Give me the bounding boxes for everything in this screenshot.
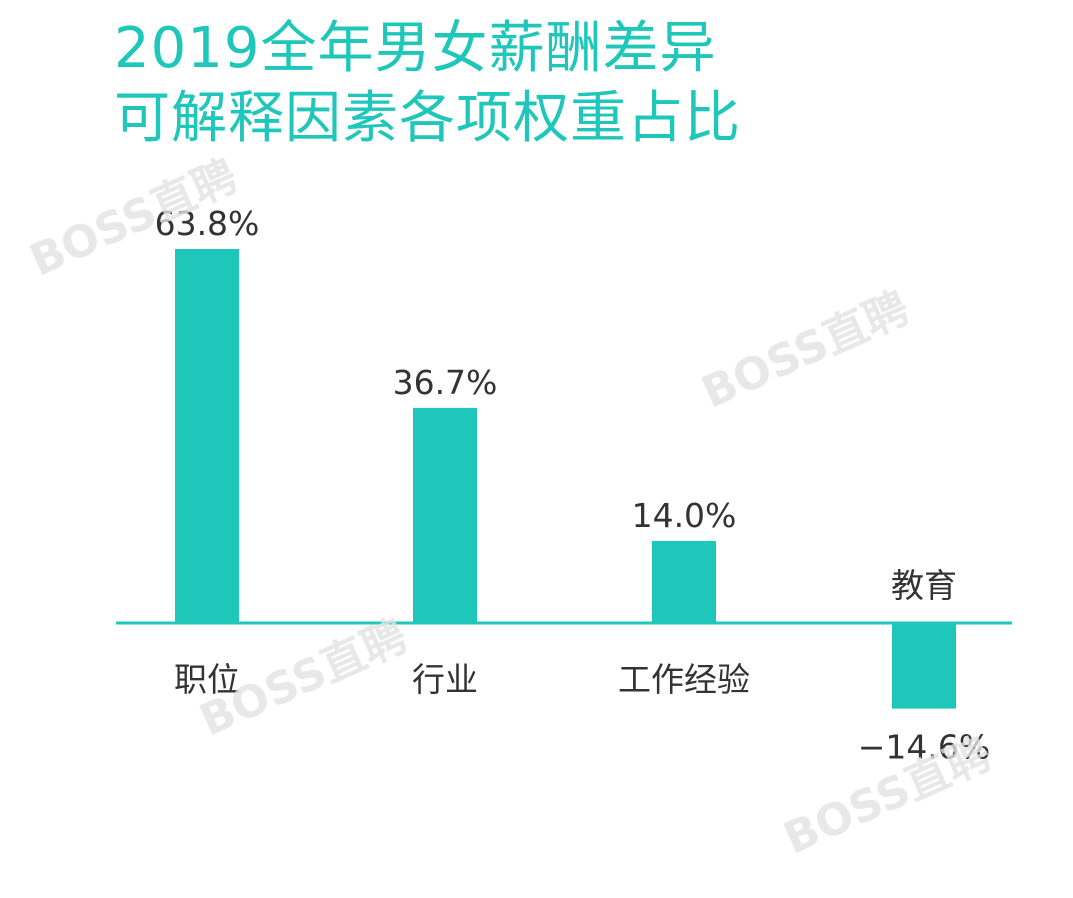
bar-value-label: −14.6% [858, 728, 990, 767]
category-label: 行业 [412, 660, 478, 699]
bar [413, 407, 477, 623]
bars-layer [175, 249, 956, 709]
chart-title: 2019全年男女薪酬差异 可解释因素各项权重占比 [114, 14, 741, 154]
category-label: 工作经验 [618, 660, 750, 699]
bar-value-label: 63.8% [155, 204, 260, 243]
chart-title-line-1: 2019全年男女薪酬差异 [114, 16, 717, 81]
category-label: 职位 [174, 660, 240, 699]
category-label: 教育 [891, 566, 957, 605]
chart-title-line-2: 可解释因素各项权重占比 [114, 86, 741, 151]
labels-layer: 63.8% 职位 36.7% 行业 14.0% 工作经验 −14.6% 教育 [155, 204, 991, 767]
bar [175, 249, 239, 623]
bar-value-label: 14.0% [632, 496, 737, 535]
bar [892, 623, 956, 709]
bar-value-label: 36.7% [393, 363, 498, 402]
bar [652, 540, 716, 623]
